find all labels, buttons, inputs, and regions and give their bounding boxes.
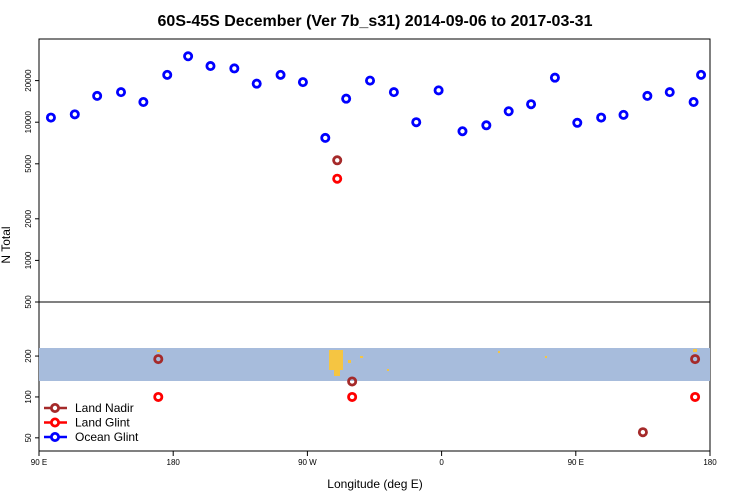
x-axis-label: Longitude (deg E) <box>327 477 422 491</box>
data-point <box>664 87 675 98</box>
data-point <box>365 75 376 86</box>
data-point <box>251 78 262 89</box>
y-tick-label: 50 <box>24 433 33 442</box>
data-point <box>690 354 701 365</box>
data-point <box>526 99 537 110</box>
legend-entry: Land Nadir <box>44 401 134 415</box>
y-tick-label: 10000 <box>24 111 33 134</box>
data-series <box>45 51 707 438</box>
data-point <box>481 120 492 131</box>
data-point <box>162 69 173 80</box>
y-tick-label: 1000 <box>24 251 33 269</box>
map-band <box>39 348 710 381</box>
legend-entry: Ocean Glint <box>44 430 139 444</box>
land-patch <box>545 356 547 358</box>
data-point <box>503 106 514 117</box>
data-point <box>388 87 399 98</box>
land-patch <box>157 350 160 352</box>
data-point <box>153 354 164 365</box>
data-point <box>637 427 648 438</box>
data-point <box>275 69 286 80</box>
x-tick-label: 180 <box>167 458 181 467</box>
data-point <box>411 117 422 128</box>
x-tick-label: 90 E <box>568 458 584 467</box>
data-point <box>433 85 444 96</box>
data-point <box>332 155 343 166</box>
land-patch <box>360 356 363 358</box>
data-point <box>618 109 629 120</box>
y-tick-label: 5000 <box>24 154 33 172</box>
legend-label: Land Glint <box>75 416 130 430</box>
data-point <box>347 391 358 402</box>
legend-marker <box>50 431 61 442</box>
series-land-nadir <box>153 155 701 438</box>
x-tick-label: 180 <box>703 458 717 467</box>
data-point <box>229 63 240 74</box>
y-axis-label: N Total <box>0 226 13 263</box>
legend-marker <box>50 417 61 428</box>
y-tick-label: 2000 <box>24 209 33 227</box>
y-tick-label: 100 <box>24 390 33 404</box>
data-point <box>297 77 308 88</box>
data-point <box>572 117 583 128</box>
data-point <box>69 109 80 120</box>
legend-entry: Land Glint <box>44 416 130 430</box>
land-patch <box>329 350 343 370</box>
data-point <box>92 90 103 101</box>
land-patch <box>348 360 351 363</box>
x-tick-label: 90 W <box>298 458 317 467</box>
data-point <box>642 90 653 101</box>
data-point <box>688 97 699 108</box>
land-patch <box>387 369 389 371</box>
data-point <box>596 112 607 123</box>
latitude-band <box>39 348 710 381</box>
land-patch <box>693 349 697 352</box>
data-point <box>138 97 149 108</box>
data-point <box>347 376 358 387</box>
land-patch <box>498 351 500 353</box>
x-tick-label: 0 <box>439 458 444 467</box>
plot-frame <box>38 38 711 452</box>
series-land-glint <box>153 173 701 402</box>
data-point <box>320 132 331 143</box>
data-point <box>332 173 343 184</box>
y-tick-label: 20000 <box>24 69 33 92</box>
legend-label: Ocean Glint <box>75 430 139 444</box>
y-tick-label: 500 <box>24 295 33 309</box>
y-tick-label: 200 <box>24 349 33 363</box>
chart-title: 60S-45S December (Ver 7b_s31) 2014-09-06… <box>158 13 593 30</box>
data-point <box>205 61 216 72</box>
data-point <box>341 93 352 104</box>
x-tick-label: 90 E <box>31 458 47 467</box>
data-point <box>690 391 701 402</box>
data-point <box>549 72 560 83</box>
series-ocean-glint <box>45 51 707 143</box>
data-point <box>45 112 56 123</box>
data-point <box>696 69 707 80</box>
legend-label: Land Nadir <box>75 401 134 415</box>
axis-ticks: 90 E 180 90 W 0 90 E 180 20000 10000 5000 2000 100… <box>24 69 717 467</box>
data-point <box>116 87 127 98</box>
data-point <box>457 126 468 137</box>
data-point <box>153 391 164 402</box>
legend-marker <box>50 402 61 413</box>
land-patch <box>334 368 340 376</box>
data-point <box>183 51 194 62</box>
